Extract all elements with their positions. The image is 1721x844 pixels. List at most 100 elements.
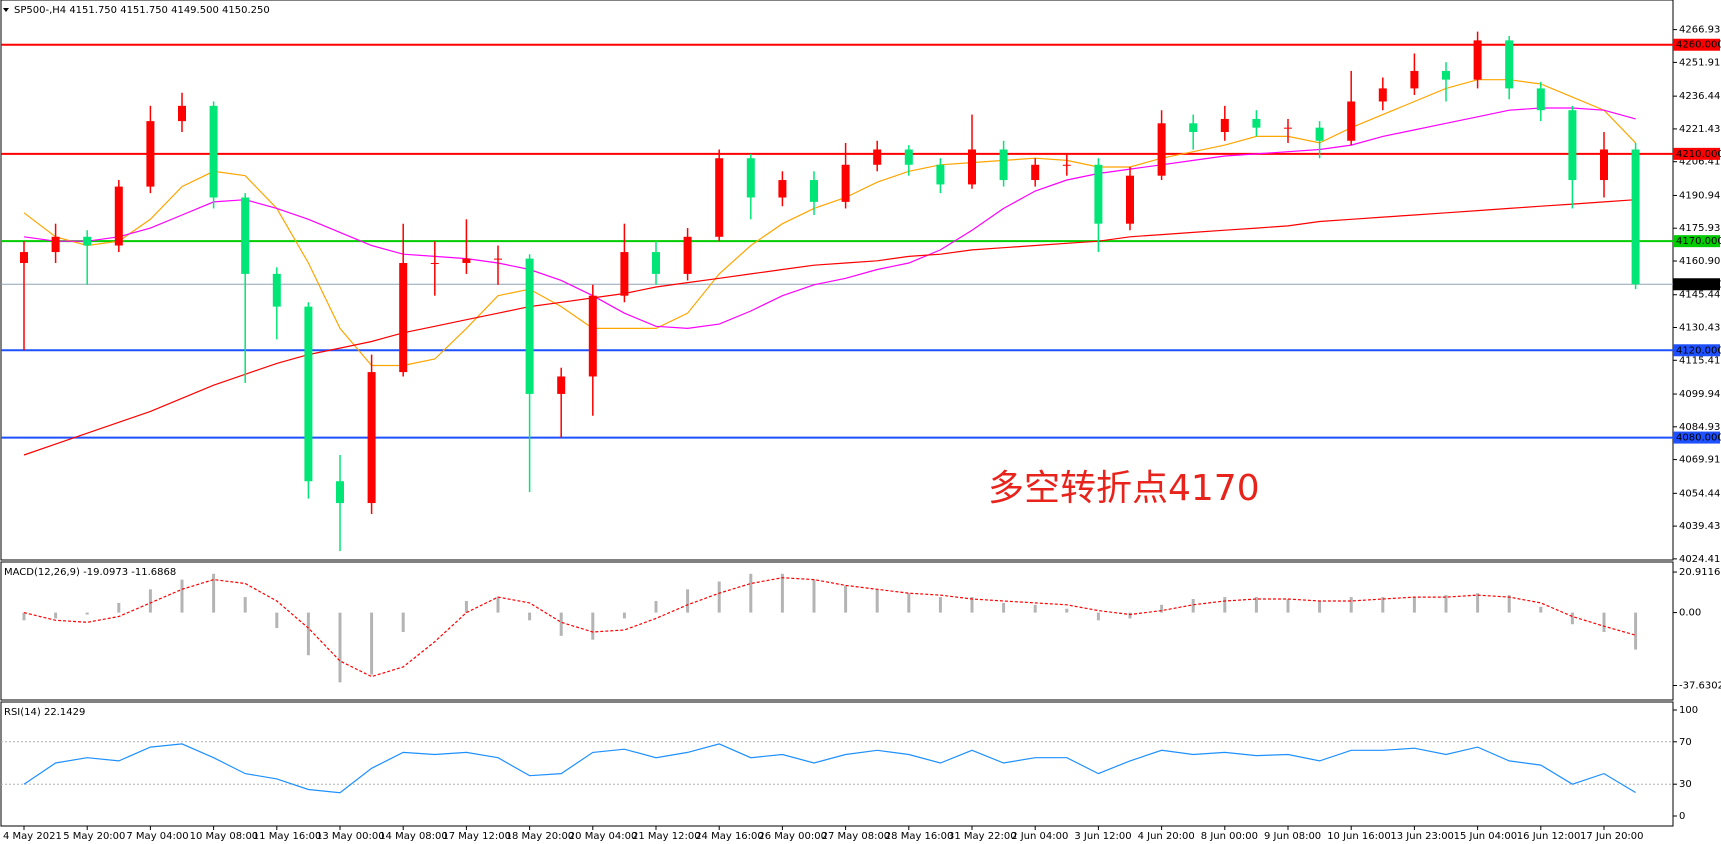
candle-body	[968, 149, 976, 185]
y-tick-label: 100	[1679, 705, 1698, 716]
candle-body	[114, 186, 123, 246]
x-tick-label: 20 May 04:00	[569, 831, 638, 842]
moving-average	[23, 79, 1637, 367]
candle-body	[652, 252, 660, 274]
candle-body	[1031, 164, 1040, 181]
y-tick-label: 4190.945	[1679, 190, 1721, 201]
y-tick-label: 4130.430	[1679, 323, 1721, 334]
x-tick-label: 13 Jun 23:00	[1390, 831, 1454, 842]
candle-body	[272, 273, 281, 307]
x-tick-label: 27 May 08:00	[822, 831, 891, 842]
x-tick-label: 2 Jun 04:00	[1011, 831, 1068, 842]
candle-body	[1442, 70, 1450, 80]
x-tick-label: 10 Jun 16:00	[1327, 831, 1391, 842]
candle-body	[778, 180, 787, 198]
candle-body	[683, 236, 692, 274]
level-label: 4210.000	[1676, 149, 1721, 160]
candle-body	[304, 306, 313, 482]
level-tag	[1673, 235, 1720, 248]
candle-body	[430, 262, 439, 264]
candle-body	[1410, 70, 1419, 89]
candle-body	[399, 262, 408, 373]
candle-body	[588, 295, 597, 377]
x-tick-label: 28 May 16:00	[885, 831, 954, 842]
candle-body	[494, 258, 502, 260]
y-tick-label: 4039.430	[1679, 521, 1721, 532]
x-tick-label: 4 Jun 20:00	[1138, 831, 1195, 842]
candle-body	[336, 481, 344, 504]
x-tick-label: 13 May 00:00	[316, 831, 385, 842]
candle-body	[1189, 123, 1198, 133]
candle-body	[1536, 88, 1545, 111]
candle-body	[557, 376, 566, 394]
last-price-label: 4150.250	[1676, 279, 1721, 290]
x-tick-label: 17 May 12:00	[442, 831, 511, 842]
candle-body	[525, 258, 534, 394]
x-tick-label: 18 May 20:00	[506, 831, 575, 842]
panel-frame	[0, 701, 1674, 827]
candle-body	[1505, 40, 1514, 89]
candle-body	[51, 236, 60, 253]
candle-body	[462, 258, 471, 263]
y-tick-label: 4221.430	[1679, 124, 1721, 135]
y-tick-label: 4251.915	[1679, 57, 1721, 68]
y-tick-label: 4024.415	[1679, 554, 1721, 565]
candle-body	[20, 252, 28, 263]
level-tag	[1673, 431, 1720, 444]
y-tick-label: 30	[1679, 779, 1692, 790]
panel-title: RSI(14) 22.1429	[4, 707, 85, 718]
candle-body	[1315, 127, 1324, 141]
candle-body	[1252, 118, 1261, 128]
level-tag	[1673, 344, 1720, 357]
x-tick-label: 9 Jun 08:00	[1264, 831, 1321, 842]
x-tick-label: 26 May 00:00	[758, 831, 827, 842]
candle-body	[1631, 149, 1640, 285]
y-tick-label: 4266.930	[1679, 25, 1721, 36]
x-tick-label: 15 Jun 04:00	[1454, 831, 1518, 842]
candle-body	[1347, 101, 1356, 141]
y-tick-label: 4206.415	[1679, 157, 1721, 168]
moving-average	[23, 107, 1636, 330]
y-tick-label: -37.6302	[1679, 681, 1721, 692]
x-tick-label: 16 Jun 12:00	[1517, 831, 1581, 842]
x-tick-label: 8 Jun 00:00	[1201, 831, 1258, 842]
y-tick-label: 4160.905	[1679, 256, 1721, 267]
moving-average	[23, 199, 1636, 456]
panel-frame	[0, 561, 1674, 701]
x-tick-label: 11 May 16:00	[253, 831, 322, 842]
candle-body	[999, 149, 1008, 181]
y-tick-label: 4115.415	[1679, 355, 1721, 366]
x-tick-label: 17 Jun 20:00	[1580, 831, 1644, 842]
candle-body	[1284, 127, 1292, 129]
y-tick-label: 4236.445	[1679, 91, 1721, 102]
candle-body	[1094, 164, 1103, 224]
candle-body	[1600, 149, 1608, 181]
annotation: 多空转折点4170	[988, 468, 1260, 509]
candle-body	[367, 372, 376, 504]
level-tag	[1673, 38, 1720, 51]
candle-body	[936, 164, 945, 185]
candle-body	[1157, 123, 1166, 176]
candle-body	[715, 158, 724, 237]
x-tick-label: 4 May 2021	[3, 831, 62, 842]
level-tag	[1673, 147, 1720, 160]
y-tick-label: 0	[1679, 811, 1685, 822]
menu-triangle	[3, 8, 9, 12]
candle-body	[873, 149, 882, 165]
rsi-line	[23, 743, 1636, 794]
y-tick-label: 20.9116	[1679, 567, 1720, 578]
panel-title: MACD(12,26,9) -19.0973 -11.6868	[4, 567, 176, 578]
y-tick-label: 4069.915	[1679, 455, 1721, 466]
y-tick-label: 4084.930	[1679, 422, 1721, 433]
candle-body	[1220, 118, 1229, 133]
candle-body	[620, 252, 629, 296]
candle-body	[746, 158, 755, 198]
x-tick-label: 14 May 08:00	[379, 831, 448, 842]
candle-body	[209, 105, 218, 198]
candle-body	[1378, 88, 1387, 102]
level-label: 4120.000	[1676, 345, 1721, 356]
x-tick-label: 24 May 16:00	[695, 831, 764, 842]
x-tick-label: 21 May 12:00	[632, 831, 701, 842]
y-tick-label: 70	[1679, 737, 1692, 748]
